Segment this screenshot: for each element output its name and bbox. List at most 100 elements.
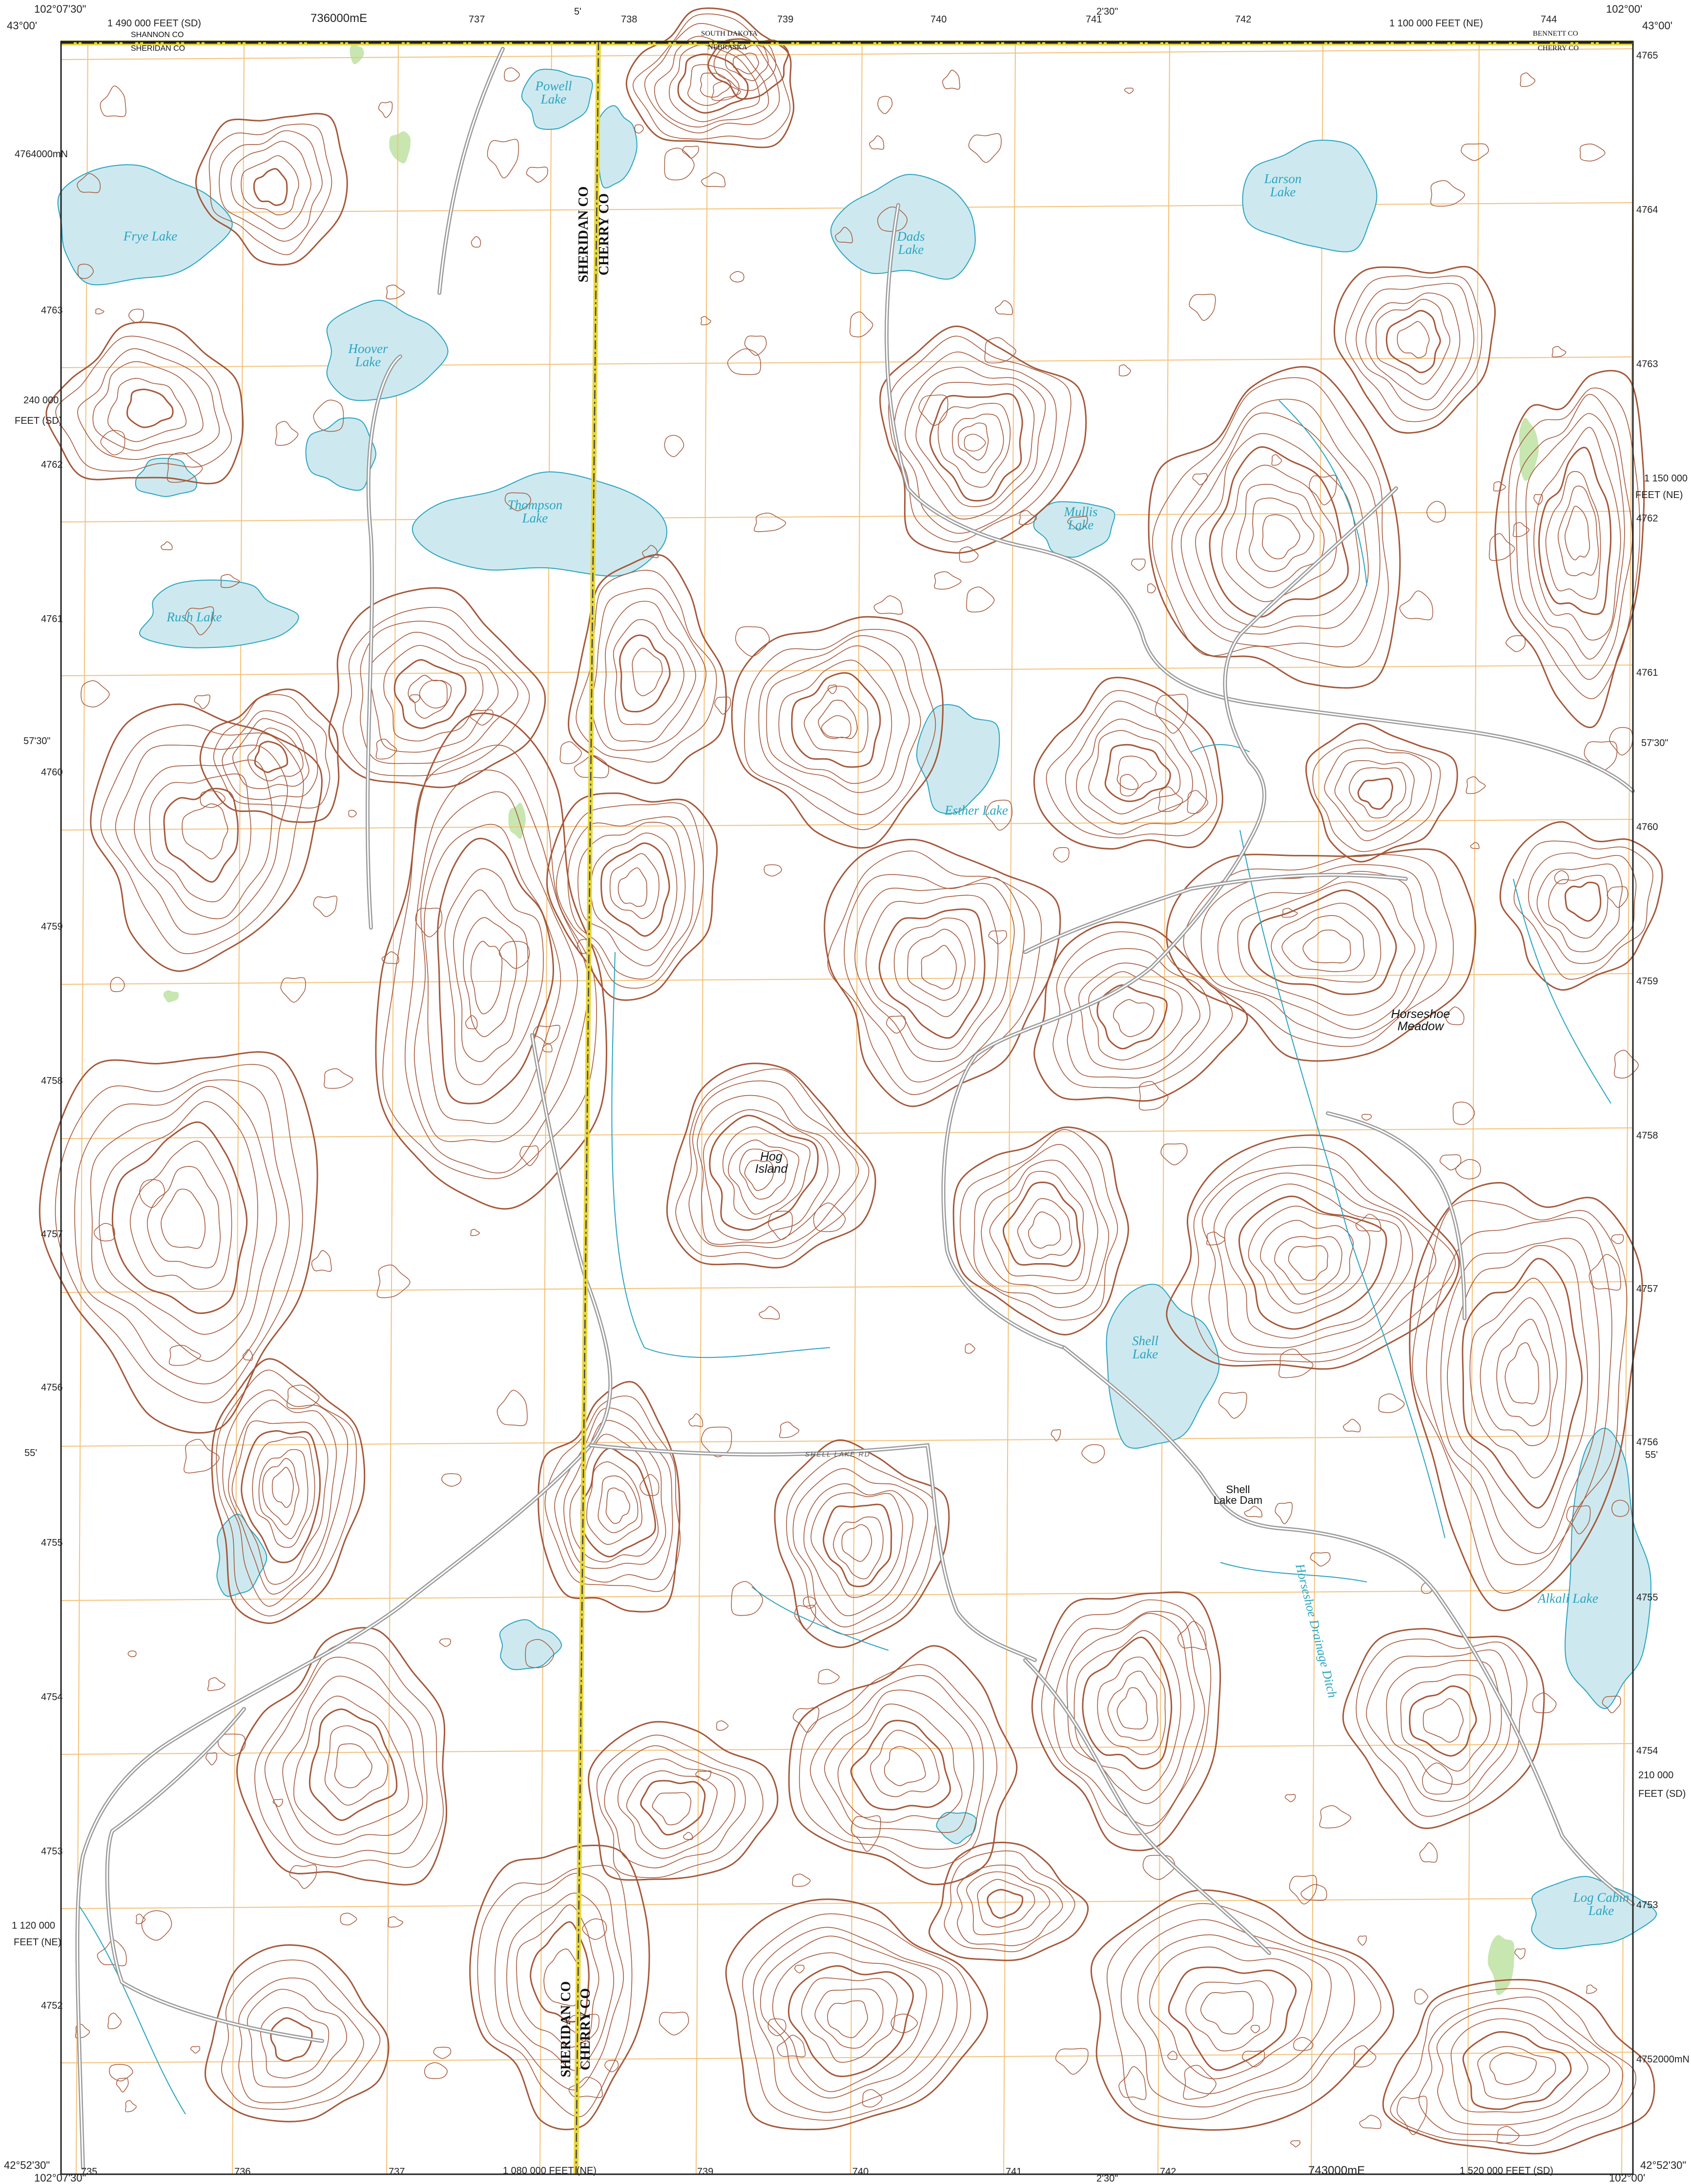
top-tick-ne-feet: 1 100 000 FEET (NE) xyxy=(1389,18,1483,29)
contour-ring xyxy=(139,1179,165,1208)
contour-line xyxy=(1073,1630,1181,1791)
lake-hoover xyxy=(326,299,449,401)
contour-line xyxy=(810,1675,984,1850)
top-tick-736: 736000mE xyxy=(310,12,368,25)
label-log-cabin-lake: Log Cabin Lake xyxy=(1573,1890,1629,1918)
contour-line xyxy=(1356,283,1475,411)
contour-ring xyxy=(1187,790,1209,814)
contour-ring xyxy=(862,2089,883,2108)
lake-larson xyxy=(1242,140,1378,252)
contour-line xyxy=(1365,292,1461,400)
contour-line xyxy=(1281,915,1365,972)
contour-ring xyxy=(813,1203,846,1232)
contour-line xyxy=(1496,1319,1551,1427)
contour-ring xyxy=(759,1306,780,1320)
contour-line xyxy=(966,1871,1051,1935)
contour-line xyxy=(221,1959,381,2110)
contour-ring xyxy=(378,101,393,118)
contour-line xyxy=(907,929,966,1001)
contour-ring xyxy=(1611,1499,1629,1517)
top-tick-sd-feet: 1 490 000 FEET (SD) xyxy=(107,18,201,29)
contour-ring xyxy=(166,452,203,483)
top-tick-5min: 5' xyxy=(574,6,581,17)
utm-grid xyxy=(61,41,1634,2175)
left-tick-63: 4763 xyxy=(41,305,63,316)
contour-ring xyxy=(701,316,711,326)
contour-line xyxy=(90,1086,277,1362)
left-tick-55min: 55' xyxy=(24,1448,38,1458)
contour-line xyxy=(604,1745,746,1869)
contour-ring xyxy=(1118,364,1131,376)
contour-line xyxy=(697,1095,840,1245)
contour-line xyxy=(1104,744,1171,802)
contour-line xyxy=(1185,1980,1274,2052)
contour-line xyxy=(404,770,589,1174)
contour-line xyxy=(833,1517,884,1580)
contour-ring xyxy=(487,139,519,179)
label-cherry-co-upper: CHERRY CO xyxy=(597,193,612,276)
contour-line xyxy=(1031,1591,1221,1851)
contour-line xyxy=(987,1889,1024,1919)
contour-line xyxy=(1382,1979,1655,2155)
contour-line xyxy=(1480,1297,1558,1446)
contour-layer xyxy=(39,7,1663,2155)
contour-ring xyxy=(242,1349,253,1361)
lake-alkali xyxy=(1565,1428,1651,1709)
contour-line xyxy=(1107,1670,1158,1741)
corner-bottom-left-lat: 42°52'30" xyxy=(4,2159,50,2171)
contour-line xyxy=(753,1927,958,2113)
left-tick-52: 4752 xyxy=(41,2000,63,2011)
contour-line xyxy=(126,388,174,428)
contour-line xyxy=(1248,889,1397,995)
contour-ring xyxy=(1183,2065,1217,2100)
corner-top-right-lon: 102°00' xyxy=(1606,3,1643,15)
contour-ring xyxy=(1520,72,1536,87)
contour-ring xyxy=(1611,1234,1624,1244)
contour-line xyxy=(1565,505,1590,561)
contour-ring xyxy=(818,1669,840,1685)
grid-line-h xyxy=(61,48,1633,60)
contour-line xyxy=(107,377,187,442)
contour-line xyxy=(739,1148,788,1200)
contour-line xyxy=(328,587,546,789)
contour-ring xyxy=(1496,2126,1520,2144)
contour-line xyxy=(778,660,892,784)
right-tick-57: 4757 xyxy=(1636,1284,1658,1294)
contour-ring xyxy=(827,684,837,694)
contour-line xyxy=(115,745,288,935)
contour-line xyxy=(744,629,936,830)
contour-ring xyxy=(835,227,853,244)
left-tick-5730: 57'30" xyxy=(23,736,51,747)
contour-ring xyxy=(381,951,399,964)
contour-ring xyxy=(1359,2115,1382,2129)
contour-line xyxy=(1166,848,1477,1062)
contour-ring xyxy=(1081,1444,1105,1464)
label-sheridan-co-lower: SHERIDAN CO xyxy=(558,1981,574,2078)
contour-ring xyxy=(1300,1884,1327,1901)
contour-ring xyxy=(965,1343,975,1354)
contour-ring xyxy=(794,1604,816,1630)
corner-bottom-right-lat: 42°52'30" xyxy=(1640,2159,1687,2171)
contour-ring xyxy=(1614,1050,1639,1079)
contour-ring xyxy=(77,264,94,279)
contour-ring xyxy=(1343,1418,1361,1433)
contour-ring xyxy=(1206,1231,1226,1246)
contour-line xyxy=(1082,1636,1173,1769)
contour-line xyxy=(1400,1674,1491,1771)
contour-line xyxy=(879,325,1087,554)
contour-ring xyxy=(1422,1762,1453,1795)
contour-ring xyxy=(207,1677,226,1691)
contour-ring xyxy=(688,1413,703,1427)
contour-line xyxy=(1224,1184,1402,1339)
right-tick-54: 4754 xyxy=(1636,1746,1658,1756)
contour-ring xyxy=(582,1918,607,1940)
contour-line xyxy=(241,155,299,216)
contour-ring xyxy=(1551,346,1567,357)
contour-line xyxy=(264,1657,428,1858)
contour-line xyxy=(866,894,999,1050)
contour-line xyxy=(766,645,910,793)
contour-line xyxy=(1171,398,1381,647)
contour-ring xyxy=(499,941,530,969)
contour-line xyxy=(1113,999,1155,1037)
corner-bottom-left-lon: 102°07'30" xyxy=(34,2172,86,2184)
